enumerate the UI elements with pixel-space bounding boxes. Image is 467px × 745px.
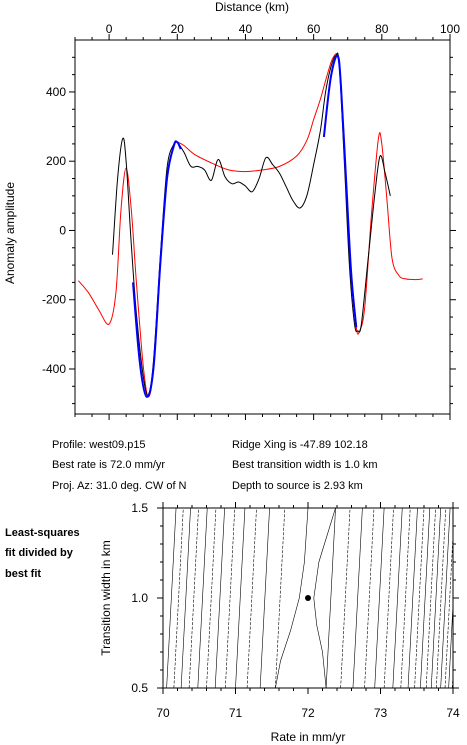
- contour-line: [392, 508, 403, 688]
- contour-line: [407, 508, 418, 688]
- contour-line: [206, 508, 217, 688]
- contour-line: [166, 508, 177, 688]
- side-label-line-2: fit divided by: [5, 547, 74, 559]
- contour-lines: [166, 508, 453, 688]
- profile-y-tick-label: -400: [42, 362, 66, 376]
- side-label-line-3: best fit: [5, 568, 41, 580]
- ridge-crossing-text: Ridge Xing is -47.89 102.18: [232, 439, 368, 451]
- profile-y-tick-label: 0: [59, 223, 66, 237]
- contour-line: [340, 508, 351, 688]
- profile-chart: 0 20 40 60 80 100 -400 -200 0 200 400 Distance (k…: [3, 0, 460, 420]
- contour-line-inner: [313, 508, 336, 688]
- best-rate-text: Best rate is 72.0 mm/yr: [52, 459, 165, 471]
- profile-y-tick-label: -200: [42, 293, 66, 307]
- contour-line: [173, 508, 184, 688]
- profile-x-ticks: 0 20 40 60 80 100: [74, 22, 460, 420]
- fitted-segment-line: [322, 54, 358, 328]
- best-fit-marker: [305, 595, 311, 601]
- contour-line: [400, 508, 411, 688]
- contour-y-tick-label: 0.5: [131, 681, 148, 695]
- profile-plot-frame: [74, 39, 451, 415]
- contour-line: [235, 508, 246, 688]
- contour-y-tick-label: 1.0: [131, 591, 148, 605]
- contour-line: [430, 508, 441, 688]
- profile-x-tick-label: 20: [171, 22, 185, 36]
- contour-line: [436, 508, 447, 688]
- contour-line: [225, 508, 236, 688]
- contour-line: [383, 508, 394, 688]
- contour-line: [425, 508, 436, 688]
- depth-to-source-text: Depth to source is 2.93 km: [232, 480, 363, 492]
- side-label-line-1: Least-squares: [5, 527, 80, 539]
- contour-line: [180, 508, 191, 688]
- contour-y-axis-label: Transition width in km: [99, 540, 113, 656]
- contour-x-tick-label: 72: [301, 706, 315, 720]
- best-width-text: Best transition width is 1.0 km: [232, 459, 378, 471]
- contour-line-group: [166, 508, 453, 688]
- profile-series: [78, 52, 423, 398]
- contour-y-tick-label: 1.5: [131, 501, 148, 515]
- contour-line: [246, 508, 257, 688]
- contour-x-tick-label: 71: [229, 706, 243, 720]
- contour-x-tick-label: 70: [156, 706, 170, 720]
- profile-x-axis-label: Distance (km): [215, 0, 289, 14]
- model-anomaly-line: [78, 53, 423, 398]
- contour-line: [420, 508, 431, 688]
- contour-line: [259, 508, 270, 688]
- contour-line: [364, 508, 375, 688]
- contour-side-label: Least-squares fit divided by best fit: [5, 527, 80, 580]
- profile-name-text: Profile: west09.p15: [52, 439, 146, 451]
- contour-x-tick-label: 74: [446, 706, 460, 720]
- profile-y-tick-label: 200: [46, 154, 66, 168]
- profile-x-tick-label: 40: [239, 22, 253, 36]
- contour-line: [275, 508, 286, 688]
- contour-x-ticks: 70 71 72 73 74: [156, 502, 460, 720]
- contour-x-axis-label: Rate in mm/yr: [271, 730, 346, 744]
- contour-line: [197, 508, 208, 688]
- profile-x-tick-label: 100: [440, 22, 460, 36]
- profile-x-tick-label: 80: [375, 22, 389, 36]
- info-block: Profile: west09.p15 Best rate is 72.0 mm…: [52, 439, 378, 492]
- contour-line: [188, 508, 199, 688]
- contour-x-tick-label: 73: [374, 706, 388, 720]
- fitted-segment-line: [132, 140, 182, 398]
- contour-line: [448, 599, 453, 688]
- projection-azimuth-text: Proj. Az: 31.0 deg. CW of N: [52, 480, 187, 492]
- contour-line: [374, 508, 385, 688]
- misfit-contour-chart: 70 71 72 73 74 0.5 1.0 1.5 Rate in mm/yr Trans…: [99, 501, 460, 744]
- profile-x-tick-label: 60: [307, 22, 321, 36]
- contour-line: [414, 508, 425, 688]
- profile-x-tick-label: 0: [106, 22, 113, 36]
- contour-line: [214, 508, 225, 688]
- contour-y-ticks: 0.5 1.0 1.5: [131, 501, 459, 695]
- profile-y-axis-label: Anomaly amplitude: [3, 182, 17, 284]
- contour-line: [440, 508, 451, 688]
- contour-line: [352, 508, 363, 688]
- contour-line: [325, 508, 336, 688]
- profile-y-tick-label: 400: [46, 85, 66, 99]
- profile-y-ticks: -400 -200 0 200 400: [42, 56, 456, 405]
- contour-line-inner: [275, 508, 309, 688]
